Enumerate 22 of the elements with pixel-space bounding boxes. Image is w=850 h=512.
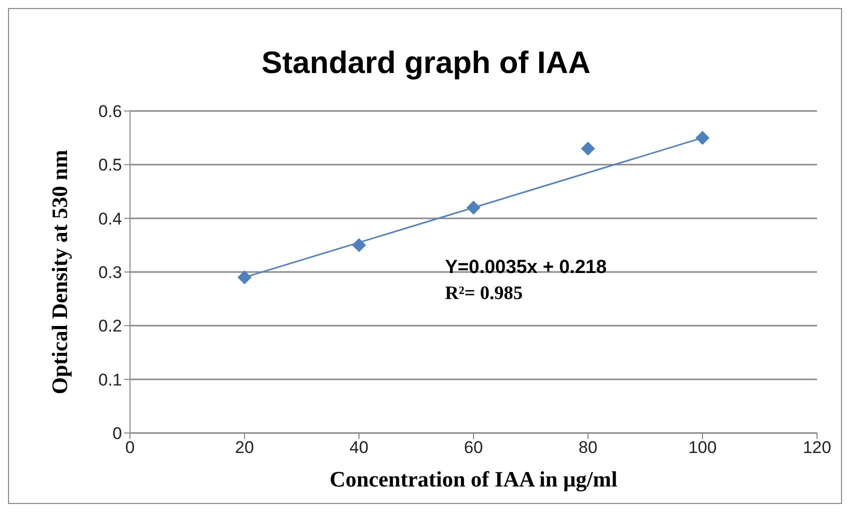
point bbox=[696, 130, 710, 145]
x-tick-label: 20 bbox=[235, 438, 254, 458]
y-axis-title: Optical Density at 530 nm bbox=[46, 150, 72, 394]
point bbox=[581, 142, 595, 156]
x-tick-label: 0 bbox=[125, 438, 135, 458]
x-tick-label: 80 bbox=[578, 438, 598, 458]
x-tick-label: 100 bbox=[688, 438, 717, 458]
y-tick-label: 0.6 bbox=[98, 102, 122, 122]
y-tick-label: 0 bbox=[112, 424, 122, 444]
annotation: Y=0.0035x + 0.218 bbox=[445, 257, 607, 279]
annotation: R²= 0.985 bbox=[445, 283, 523, 305]
y-tick-label: 0.5 bbox=[98, 156, 122, 175]
x-tick-label: 60 bbox=[464, 438, 483, 458]
y-tick-label: 0.1 bbox=[98, 370, 122, 390]
y-tick-label: 0.2 bbox=[98, 316, 122, 336]
x-axis-title: Concentration of IAA in µg/ml bbox=[330, 466, 618, 492]
x-tick-label: 120 bbox=[802, 438, 832, 458]
x-tick-label: 40 bbox=[350, 438, 368, 458]
point bbox=[238, 270, 252, 284]
y-tick-label: 0.3 bbox=[98, 263, 122, 282]
y-tick-label: 0.4 bbox=[98, 209, 122, 228]
chart-title: Standard graph of IAA bbox=[260, 45, 592, 81]
